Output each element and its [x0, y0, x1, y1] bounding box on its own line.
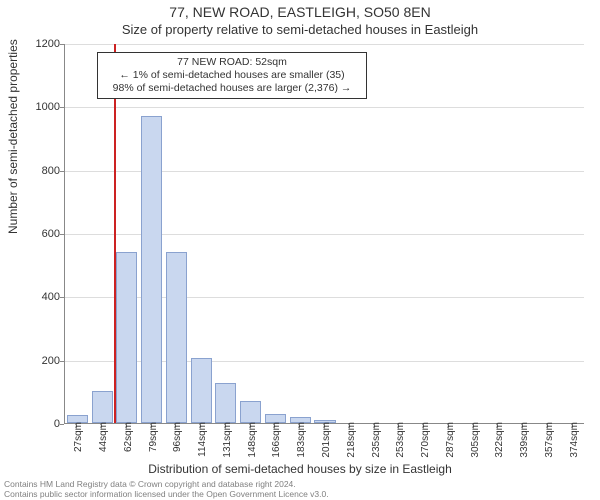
annotation-line-1: 77 NEW ROAD: 52sqm — [104, 56, 360, 69]
x-tick-label: 374sqm — [569, 422, 580, 462]
y-tick-mark — [60, 234, 64, 235]
footer-attribution: Contains HM Land Registry data © Crown c… — [0, 478, 600, 500]
x-tick-label: 305sqm — [470, 422, 481, 462]
x-tick-label: 253sqm — [395, 422, 406, 462]
y-tick-mark — [60, 44, 64, 45]
y-tick-label: 800 — [24, 165, 60, 177]
histogram-bar — [166, 252, 187, 423]
y-tick-mark — [60, 297, 64, 298]
x-tick-label: 218sqm — [346, 422, 357, 462]
histogram-bar — [215, 383, 236, 423]
x-tick-label: 27sqm — [73, 422, 84, 462]
x-tick-label: 166sqm — [271, 422, 282, 462]
x-tick-label: 270sqm — [420, 422, 431, 462]
histogram-bar — [240, 401, 261, 423]
histogram-bar — [141, 116, 162, 423]
subject-property-marker — [114, 44, 116, 423]
footer-line-1: Contains HM Land Registry data © Crown c… — [4, 479, 596, 489]
x-tick-label: 287sqm — [445, 422, 456, 462]
x-tick-label: 44sqm — [98, 422, 109, 462]
x-tick-label: 322sqm — [494, 422, 505, 462]
x-tick-label: 235sqm — [371, 422, 382, 462]
histogram-bar — [191, 358, 212, 423]
y-tick-mark — [60, 361, 64, 362]
y-tick-label: 1000 — [24, 101, 60, 113]
annotation-box: 77 NEW ROAD: 52sqm← 1% of semi-detached … — [97, 52, 367, 99]
x-tick-label: 96sqm — [172, 422, 183, 462]
x-tick-label: 148sqm — [247, 422, 258, 462]
y-tick-mark — [60, 424, 64, 425]
y-axis-label: Number of semi-detached properties — [6, 39, 20, 234]
y-tick-label: 600 — [24, 228, 60, 240]
x-tick-label: 339sqm — [519, 422, 530, 462]
histogram-bar — [116, 252, 137, 423]
footer-line-2: Contains public sector information licen… — [4, 489, 596, 499]
y-tick-label: 1200 — [24, 38, 60, 50]
x-axis-label: Distribution of semi-detached houses by … — [0, 462, 600, 476]
y-tick-label: 200 — [24, 355, 60, 367]
plot-area: 77 NEW ROAD: 52sqm← 1% of semi-detached … — [64, 44, 584, 424]
chart-container: 77, NEW ROAD, EASTLEIGH, SO50 8EN Size o… — [0, 0, 600, 500]
annotation-line-2: ← 1% of semi-detached houses are smaller… — [104, 69, 360, 82]
x-tick-label: 201sqm — [321, 422, 332, 462]
y-tick-mark — [60, 107, 64, 108]
x-tick-label: 62sqm — [123, 422, 134, 462]
chart-title: 77, NEW ROAD, EASTLEIGH, SO50 8EN — [0, 4, 600, 20]
chart-subtitle: Size of property relative to semi-detach… — [0, 22, 600, 37]
x-tick-label: 357sqm — [544, 422, 555, 462]
x-tick-label: 79sqm — [148, 422, 159, 462]
gridline — [65, 44, 584, 45]
y-tick-label: 0 — [24, 418, 60, 430]
y-tick-label: 400 — [24, 291, 60, 303]
x-tick-label: 131sqm — [222, 422, 233, 462]
y-tick-mark — [60, 171, 64, 172]
gridline — [65, 107, 584, 108]
annotation-line-3: 98% of semi-detached houses are larger (… — [104, 82, 360, 95]
x-tick-label: 114sqm — [197, 422, 208, 462]
histogram-bar — [92, 391, 113, 423]
x-tick-label: 183sqm — [296, 422, 307, 462]
